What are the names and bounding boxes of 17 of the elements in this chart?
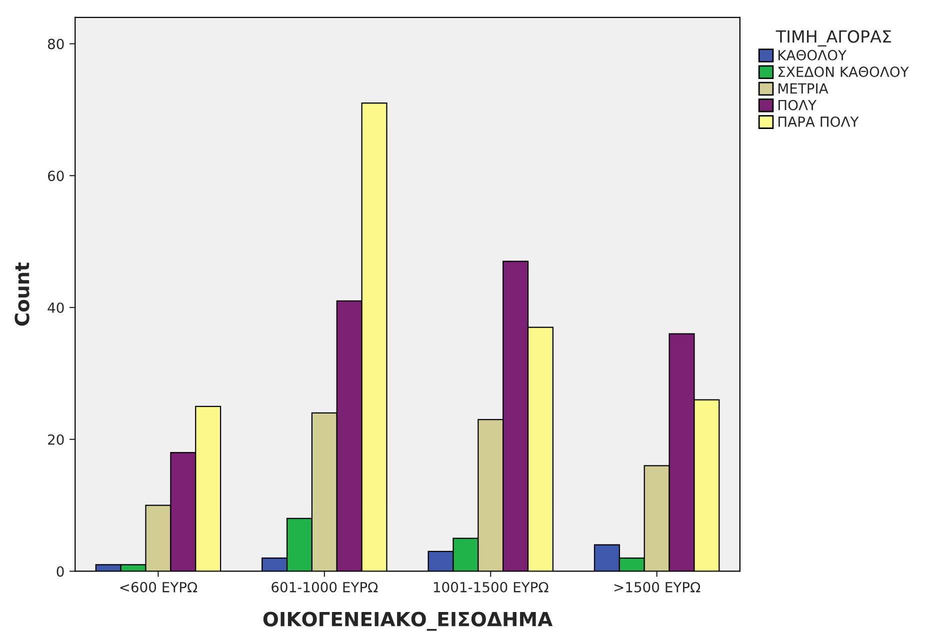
x-tick-label: >1500 ΕΥΡΩ	[614, 582, 700, 592]
legend-label: ΣΧΕΔΟΝ ΚΑΘΟΛΟΥ	[778, 66, 909, 78]
legend-title: ΤΙΜΗ_ΑΓΟΡΑΣ	[776, 30, 891, 46]
legend-label: ΠΑΡΑ ΠΟΛΥ	[778, 116, 859, 127]
legend-label: ΜΕΤΡΙΑ	[778, 83, 828, 94]
legend-label: ΚΑΘΟΛΟΥ	[778, 50, 847, 60]
y-tick-label: 60	[48, 170, 64, 182]
x-tick-label: <600 ΕΥΡΩ	[120, 582, 198, 592]
y-tick-label: 40	[48, 302, 64, 313]
y-axis-title: Count	[14, 262, 30, 326]
y-tick-label: 20	[48, 434, 64, 445]
x-tick-label: 601-1000 ΕΥΡΩ	[272, 582, 378, 592]
y-tick-label: 80	[48, 38, 64, 50]
legend-label: ΠΟΛΥ	[778, 100, 817, 110]
x-axis-title: ΟΙΚΟΓΕΝΕΙΑΚΟ_ΕΙΣΟΔΗΜΑ	[263, 612, 553, 631]
x-tick-label: 1001-1500 ΕΥΡΩ	[434, 582, 548, 592]
y-tick-label: 0	[56, 566, 64, 577]
